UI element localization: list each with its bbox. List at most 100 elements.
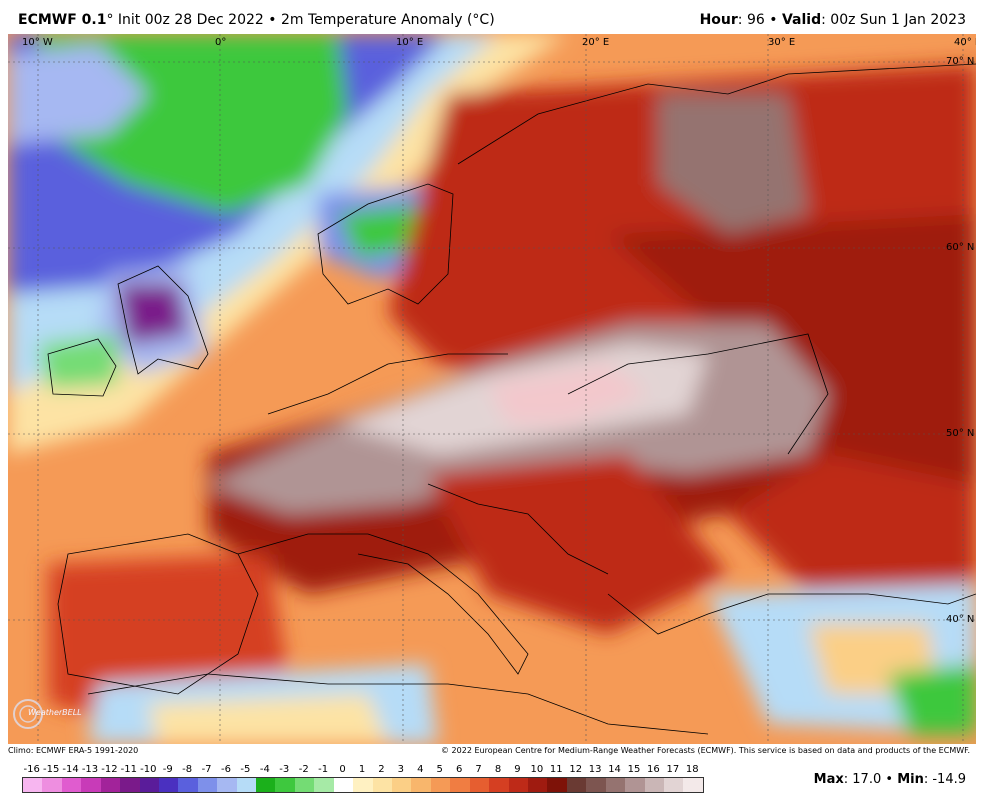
legend-swatch (42, 778, 62, 792)
legend-tick: 6 (455, 764, 463, 775)
legend-swatch (178, 778, 198, 792)
valid-value: 00z Sun 1 Jan 2023 (830, 12, 966, 28)
lon-label: 30° E (768, 37, 796, 48)
legend-tick: -3 (279, 764, 290, 775)
lon-label: 10° W (22, 37, 53, 48)
anomaly-map: 10° W 0° 10° E 20° E 30° E 40° E 70° N 6… (8, 34, 976, 744)
logo-text: WeatherBELL (28, 708, 82, 717)
legend-tick: 14 (608, 764, 621, 775)
min-label: Min (897, 772, 924, 787)
color-legend (22, 777, 704, 793)
legend-swatch (81, 778, 101, 792)
legend-swatch (605, 778, 626, 792)
lat-label: 50° N (946, 428, 975, 439)
copyright-note: © 2022 European Centre for Medium-Range … (441, 746, 970, 755)
legend-swatch (508, 778, 528, 792)
lon-label: 40° E (954, 37, 976, 48)
legend-swatch (469, 778, 490, 792)
legend-tick: -14 (62, 764, 79, 775)
legend-swatch (275, 778, 295, 792)
legend-tick: 8 (494, 764, 502, 775)
lat-label: 60° N (946, 242, 975, 253)
lat-label: 70° N (946, 56, 975, 67)
climo-note: Climo: ECMWF ERA-5 1991-2020 (8, 746, 139, 755)
legend-swatch (644, 778, 664, 792)
legend-swatch (392, 778, 412, 792)
legend-tick: 1 (358, 764, 366, 775)
legend-swatch (314, 778, 334, 792)
lat-label: 40° N (946, 614, 975, 625)
legend-tick: 18 (685, 764, 699, 775)
max-label: Max (813, 772, 844, 787)
legend-tick: -13 (81, 764, 99, 775)
legend-swatch (23, 778, 43, 792)
lon-label: 10° E (396, 37, 424, 48)
legend-tick: 3 (397, 764, 405, 775)
max-min: Max: 17.0 • Min: -14.9 (813, 772, 966, 787)
legend-swatch (256, 778, 276, 792)
degree-sign: ° (106, 12, 114, 28)
legend-tick: -4 (259, 764, 270, 775)
init-time: Init 00z 28 Dec 2022 (117, 12, 264, 28)
max-value: 17.0 (852, 772, 882, 787)
legend-tick: -15 (42, 764, 60, 775)
map-canvas (8, 34, 976, 744)
legend-swatch (333, 778, 354, 792)
legend-tick: -1 (318, 764, 329, 775)
legend-swatch (158, 778, 179, 792)
legend-tick: -5 (240, 764, 251, 775)
legend-swatch (683, 778, 703, 792)
legend-swatch (372, 778, 393, 792)
model-name: ECMWF 0.1 (18, 12, 107, 28)
legend-swatch (120, 778, 140, 792)
legend-swatch (61, 778, 82, 792)
legend-tick: -9 (162, 764, 173, 775)
legend-tick: -8 (182, 764, 193, 775)
legend-ticks: -16 -15 -14 -13 -12 -11 -10 -9 -8 -7 -6 -5 -4 -3 -2 -1 0… (22, 764, 702, 776)
legend-swatch (625, 778, 645, 792)
hour-value: 96 (746, 12, 765, 28)
legend-tick: -7 (201, 764, 212, 775)
legend-swatch (294, 778, 315, 792)
lon-label: 20° E (582, 37, 610, 48)
legend-swatch (139, 778, 159, 792)
legend-tick: 11 (549, 764, 563, 775)
legend-swatch (100, 778, 121, 792)
legend-swatch (663, 778, 684, 792)
legend-tick: 7 (475, 764, 482, 775)
title: ECMWF 0.1° Init 00z 28 Dec 2022 • 2m Tem… (18, 12, 495, 28)
valid-label: Valid (781, 12, 822, 28)
legend-tick: 13 (588, 764, 602, 775)
legend-swatch (236, 778, 257, 792)
legend-tick: 9 (514, 764, 521, 775)
legend-swatch (547, 778, 567, 792)
legend-tick: -11 (120, 764, 138, 775)
legend-tick: 17 (666, 764, 680, 775)
legend-swatch (430, 778, 451, 792)
legend-swatch (527, 778, 548, 792)
header: ECMWF 0.1° Init 00z 28 Dec 2022 • 2m Tem… (0, 0, 984, 34)
legend-swatch (489, 778, 509, 792)
min-value: -14.9 (932, 772, 966, 787)
legend-swatch (197, 778, 218, 792)
legend-swatch (353, 778, 373, 792)
legend-swatch (566, 778, 587, 792)
logo-icon (13, 699, 43, 729)
legend-tick: 16 (647, 764, 660, 775)
legend-swatch (586, 778, 606, 792)
legend-tick: 10 (530, 764, 544, 775)
legend-swatch (217, 778, 237, 792)
graticule (8, 34, 976, 744)
legend-tick: -6 (221, 764, 231, 775)
legend-swatch (411, 778, 431, 792)
coastlines (47, 63, 976, 735)
legend-swatch (450, 778, 470, 792)
product-name: 2m Temperature Anomaly (°C) (280, 12, 495, 28)
lon-label: 0° (215, 37, 227, 48)
legend-tick: 0 (339, 764, 346, 775)
separator: • (268, 12, 277, 28)
legend-tick: -10 (140, 764, 157, 775)
weatherbell-logo: WeatherBELL (12, 694, 102, 734)
legend-tick: -2 (298, 764, 309, 775)
legend-tick: 15 (627, 764, 641, 775)
